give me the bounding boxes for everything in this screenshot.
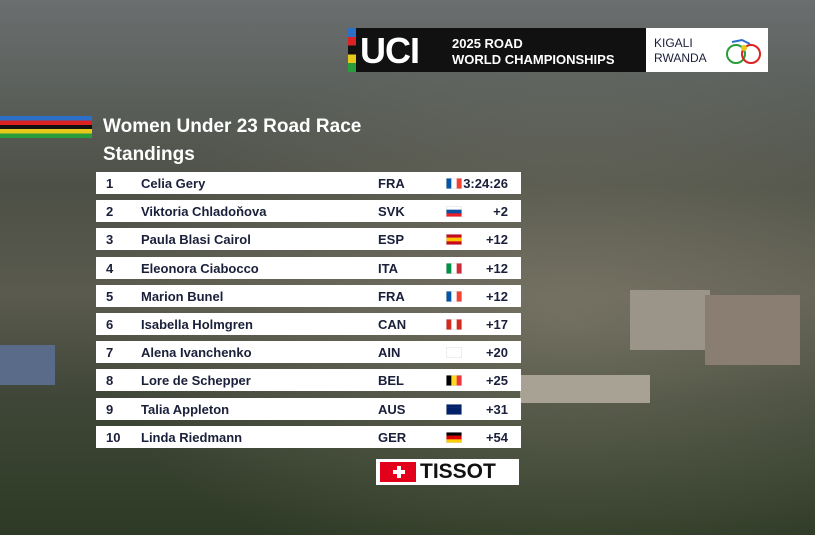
nation-code: CAN <box>378 317 407 332</box>
building <box>520 375 650 403</box>
standings-row: 5 Marion Bunel FRA +12 <box>96 284 521 307</box>
standings-row: 8 Lore de Schepper BEL +25 <box>96 369 521 392</box>
building <box>630 290 710 350</box>
flag <box>446 347 462 359</box>
time-gap: 3:24:26 <box>463 176 508 191</box>
rider-name: Paula Blasi Cairol <box>141 232 251 248</box>
nation-code: AUS <box>378 401 406 417</box>
rank: 3 <box>106 232 114 248</box>
flag <box>446 319 462 330</box>
time-gap: +25 <box>485 373 508 389</box>
header-logo: UCI 2025 ROAD WORLD CHAMPIONSHIPS KIGALI… <box>348 28 768 72</box>
flag <box>446 403 462 415</box>
building <box>0 345 55 385</box>
standings-row: 1 Celia Gery FRA 3:24:26 <box>96 172 521 194</box>
time-gap: +17 <box>485 317 508 332</box>
time-gap: +54 <box>485 429 508 445</box>
rank: 7 <box>106 345 114 361</box>
uci-logo: UCI <box>360 30 420 71</box>
rank: 6 <box>106 317 114 332</box>
standings-row: 9 Talia Appleton AUS +31 <box>96 397 521 420</box>
flag <box>446 375 462 387</box>
rider-name: Viktoria Chladoňova <box>141 204 267 220</box>
nation-code: AIN <box>378 345 401 361</box>
rank: 10 <box>106 429 121 445</box>
rider-name: Celia Gery <box>141 176 206 191</box>
time-gap: +20 <box>485 345 508 361</box>
event-line: 2025 ROAD <box>452 36 523 51</box>
rider-name: Isabella Holmgren <box>141 317 253 332</box>
host-country: RWANDA <box>654 51 707 65</box>
rainbow-stripe <box>348 28 356 72</box>
host-logo <box>726 38 761 64</box>
sponsor-logo: TISSOT <box>376 459 519 485</box>
rank: 4 <box>106 260 114 276</box>
nation-code: ITA <box>378 260 398 276</box>
nation-code: SVK <box>378 204 405 220</box>
time-gap: +12 <box>485 260 508 276</box>
rank: 8 <box>106 373 114 389</box>
building <box>705 295 800 365</box>
rank: 2 <box>106 204 114 220</box>
rider-name: Lore de Schepper <box>141 373 251 389</box>
standings-row: 3 Paula Blasi Cairol ESP +12 <box>96 228 521 251</box>
rank: 5 <box>106 288 114 304</box>
race-title: Women Under 23 Road Race <box>103 116 362 137</box>
nation-code: ESP <box>378 232 405 248</box>
time-gap: +2 <box>493 204 508 220</box>
rainbow-stripe <box>0 116 92 138</box>
standings-row: 4 Eleonora Ciabocco ITA +12 <box>96 256 521 279</box>
nation-code: FRA <box>378 176 405 191</box>
time-gap: +12 <box>485 232 508 248</box>
host-box: KIGALI RWANDA <box>646 28 768 72</box>
time-gap: +12 <box>485 288 508 304</box>
standings-subtitle: Standings <box>103 144 195 165</box>
event-line: WORLD CHAMPIONSHIPS <box>452 52 615 67</box>
rider-name: Marion Bunel <box>141 288 224 304</box>
flag <box>446 206 462 218</box>
sponsor-name: TISSOT <box>420 460 496 483</box>
standings-row: 6 Isabella Holmgren CAN +17 <box>96 313 521 335</box>
flag <box>446 234 462 246</box>
flag <box>446 262 462 274</box>
standings-row: 2 Viktoria Chladoňova SVK +2 <box>96 200 521 223</box>
tissot-cross <box>380 462 416 482</box>
rider-name: Linda Riedmann <box>141 429 243 445</box>
rider-name: Eleonora Ciabocco <box>141 260 259 276</box>
rank: 1 <box>106 176 114 191</box>
flag <box>446 290 462 302</box>
flag <box>446 431 462 443</box>
nation-code: GER <box>378 429 407 445</box>
time-gap: +31 <box>485 401 508 417</box>
rider-name: Talia Appleton <box>141 401 230 417</box>
standings-row: 10 Linda Riedmann GER +54 <box>96 425 521 448</box>
host-city: KIGALI <box>654 36 693 50</box>
nation-code: BEL <box>378 373 404 389</box>
standings-row: 7 Alena Ivanchenko AIN +20 <box>96 341 521 364</box>
rank: 9 <box>106 401 114 417</box>
rider-name: Alena Ivanchenko <box>141 345 252 361</box>
flag <box>446 178 462 189</box>
nation-code: FRA <box>378 288 405 304</box>
